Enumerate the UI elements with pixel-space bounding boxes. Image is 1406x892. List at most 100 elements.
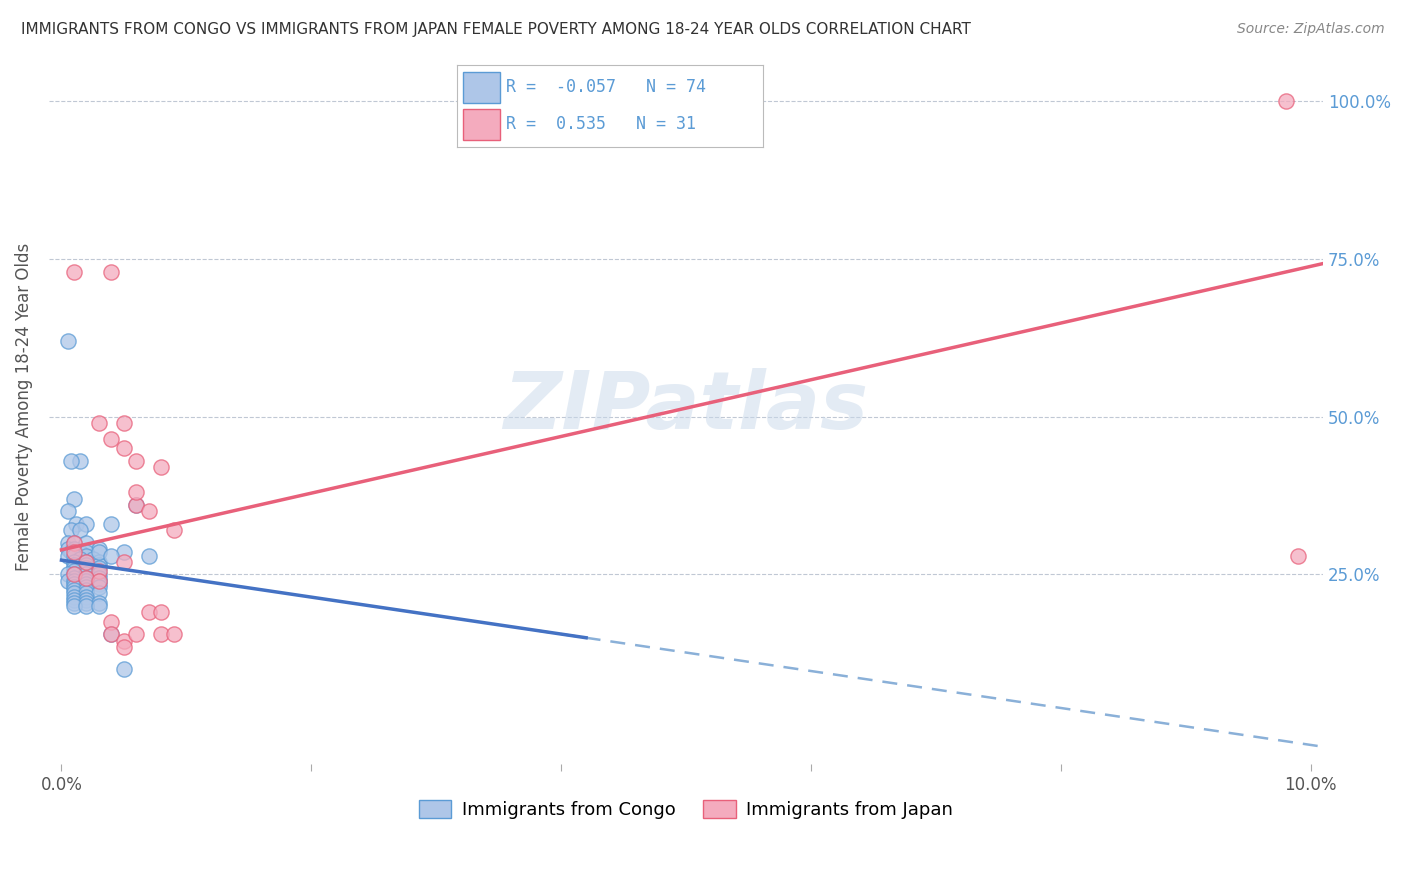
- Point: [100, 549, 122, 563]
- Point: [87, 574, 110, 588]
- Point: [60, 545, 83, 559]
- Point: [56, 536, 79, 550]
- Point: [100, 516, 122, 531]
- Point: [138, 606, 160, 620]
- Point: [112, 633, 135, 648]
- Legend: Immigrants from Congo, Immigrants from Japan: Immigrants from Congo, Immigrants from J…: [412, 792, 960, 826]
- Point: [112, 555, 135, 569]
- Point: [138, 549, 160, 563]
- Point: [75, 516, 97, 531]
- Point: [75, 561, 97, 575]
- Point: [87, 599, 110, 613]
- Point: [56, 574, 79, 588]
- Point: [63, 542, 86, 557]
- Point: [87, 586, 110, 600]
- Point: [87, 577, 110, 591]
- Point: [63, 536, 86, 550]
- Point: [125, 498, 148, 512]
- Point: [1286, 549, 1309, 563]
- Point: [1274, 94, 1296, 108]
- Point: [112, 662, 135, 676]
- Point: [56, 549, 79, 563]
- Point: [65, 516, 87, 531]
- Point: [75, 574, 97, 588]
- Point: [75, 549, 97, 563]
- Point: [150, 627, 173, 641]
- Point: [87, 571, 110, 585]
- Point: [63, 491, 86, 506]
- Point: [75, 596, 97, 610]
- Point: [60, 454, 83, 468]
- Point: [75, 571, 97, 585]
- Point: [112, 416, 135, 430]
- Point: [56, 504, 79, 518]
- Point: [60, 524, 83, 538]
- Point: [87, 596, 110, 610]
- Point: [63, 571, 86, 585]
- Point: [63, 561, 86, 575]
- Point: [112, 545, 135, 559]
- Point: [69, 545, 91, 559]
- Point: [75, 577, 97, 591]
- Point: [75, 567, 97, 582]
- Point: [63, 545, 86, 559]
- Point: [75, 555, 97, 569]
- Point: [63, 567, 86, 582]
- Point: [100, 615, 122, 629]
- Point: [63, 565, 86, 579]
- Point: [125, 485, 148, 500]
- Point: [63, 264, 86, 278]
- Point: [138, 504, 160, 518]
- Point: [75, 545, 97, 559]
- Point: [75, 536, 97, 550]
- Point: [82, 551, 104, 566]
- Point: [75, 590, 97, 604]
- Point: [75, 599, 97, 613]
- Point: [87, 567, 110, 582]
- Point: [63, 555, 86, 569]
- Point: [75, 586, 97, 600]
- Point: [69, 524, 91, 538]
- Point: [63, 558, 86, 572]
- Point: [87, 558, 110, 572]
- Point: [63, 583, 86, 598]
- Point: [63, 574, 86, 588]
- Point: [63, 567, 86, 582]
- Text: IMMIGRANTS FROM CONGO VS IMMIGRANTS FROM JAPAN FEMALE POVERTY AMONG 18-24 YEAR O: IMMIGRANTS FROM CONGO VS IMMIGRANTS FROM…: [21, 22, 972, 37]
- Point: [150, 460, 173, 475]
- Point: [163, 524, 186, 538]
- Text: Source: ZipAtlas.com: Source: ZipAtlas.com: [1237, 22, 1385, 37]
- Point: [125, 627, 148, 641]
- Point: [63, 599, 86, 613]
- Point: [56, 334, 79, 348]
- Point: [75, 558, 97, 572]
- Point: [63, 549, 86, 563]
- Point: [100, 264, 122, 278]
- Point: [87, 565, 110, 579]
- Point: [87, 555, 110, 569]
- Point: [63, 536, 86, 550]
- Point: [163, 627, 186, 641]
- Point: [87, 545, 110, 559]
- Y-axis label: Female Poverty Among 18-24 Year Olds: Female Poverty Among 18-24 Year Olds: [15, 244, 32, 572]
- Point: [69, 454, 91, 468]
- Point: [75, 592, 97, 607]
- Point: [150, 606, 173, 620]
- Point: [87, 561, 110, 575]
- Point: [63, 586, 86, 600]
- Point: [75, 555, 97, 569]
- Point: [63, 580, 86, 594]
- Point: [100, 432, 122, 446]
- Point: [87, 416, 110, 430]
- Point: [87, 580, 110, 594]
- Point: [63, 590, 86, 604]
- Point: [87, 542, 110, 557]
- Point: [125, 498, 148, 512]
- Point: [100, 627, 122, 641]
- Point: [125, 454, 148, 468]
- Point: [100, 627, 122, 641]
- Point: [56, 567, 79, 582]
- Point: [75, 583, 97, 598]
- Point: [112, 442, 135, 456]
- Text: ZIPatlas: ZIPatlas: [503, 368, 869, 446]
